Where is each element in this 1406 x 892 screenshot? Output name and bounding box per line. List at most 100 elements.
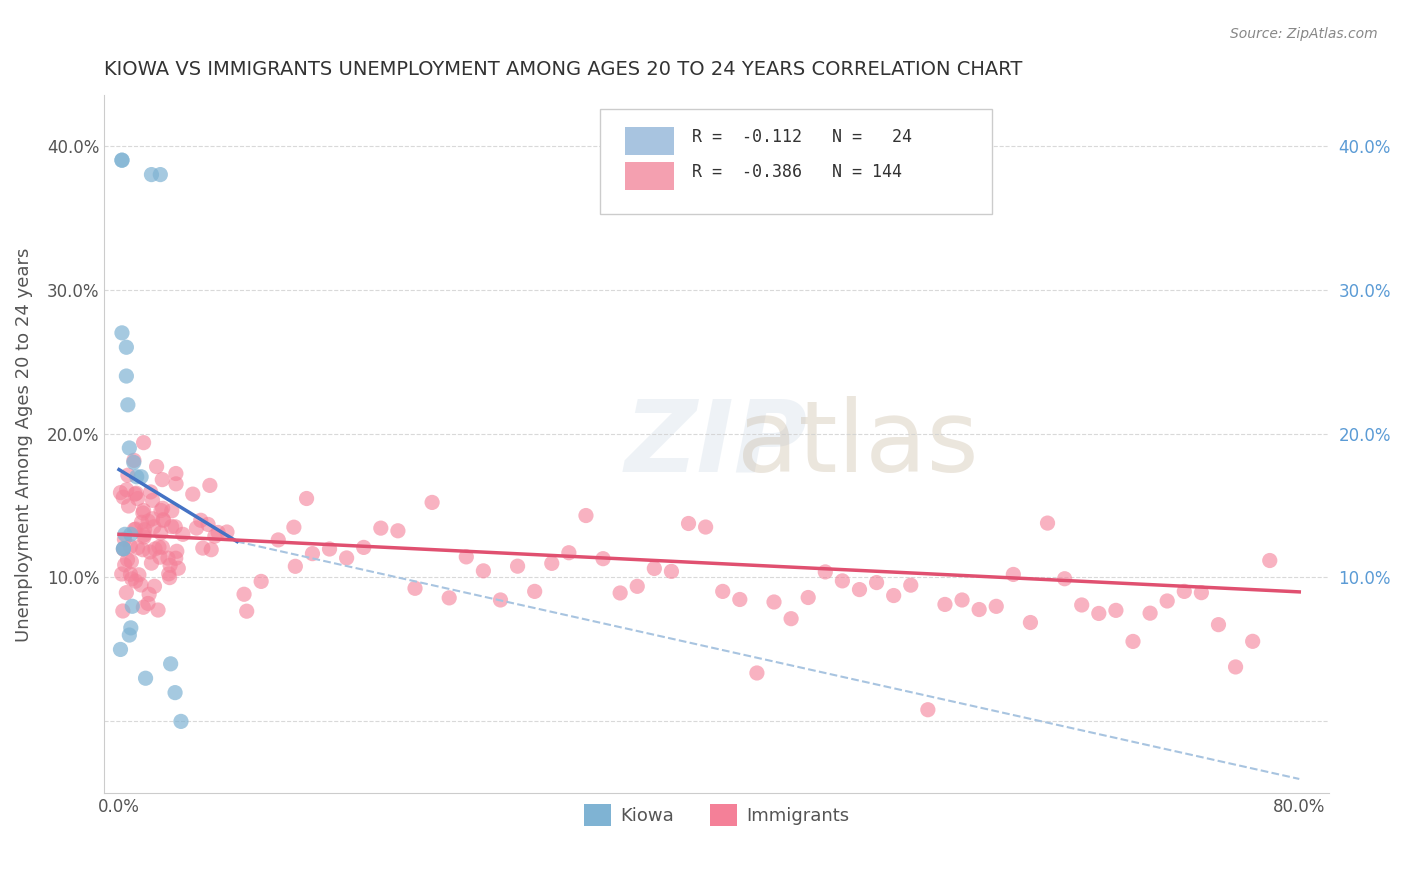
Immigrants [122,453,145,467]
Immigrants [145,459,167,474]
Immigrants [1156,594,1178,608]
Immigrants [156,551,179,566]
Immigrants [136,514,159,528]
Kiowa [110,642,132,657]
Immigrants [883,589,905,603]
Immigrants [139,545,162,559]
Immigrants [814,565,837,579]
Kiowa [114,527,136,541]
Immigrants [112,542,135,557]
Text: Source: ZipAtlas.com: Source: ZipAtlas.com [1230,27,1378,41]
Bar [624,127,673,154]
Immigrants [152,501,174,516]
Immigrants [160,519,183,533]
Immigrants [150,503,173,517]
FancyBboxPatch shape [600,110,993,214]
Immigrants [114,558,136,572]
Immigrants [152,512,174,526]
Immigrants [149,550,172,565]
Immigrants [283,520,305,534]
Kiowa [111,153,134,168]
Immigrants [387,524,409,538]
Immigrants [132,506,155,520]
Immigrants [117,499,139,513]
Immigrants [132,600,155,615]
Immigrants [215,524,238,539]
Immigrants [472,564,495,578]
Immigrants [115,585,138,599]
Immigrants [110,485,132,500]
Kiowa [115,340,138,354]
Immigrants [1036,516,1059,530]
Immigrants [157,566,180,581]
Immigrants [200,542,222,557]
Kiowa [122,455,145,469]
Immigrants [318,541,340,556]
Immigrants [506,559,529,574]
Kiowa [159,657,181,671]
Immigrants [934,598,956,612]
Immigrants [134,528,156,542]
Immigrants [142,493,165,508]
Immigrants [112,490,135,504]
Immigrants [121,572,143,586]
Kiowa [149,168,172,182]
Immigrants [420,495,443,509]
Immigrants [967,602,990,616]
Kiowa [111,326,134,340]
Text: ZIP: ZIP [626,396,808,493]
Immigrants [848,582,870,597]
Legend: Kiowa, Immigrants: Kiowa, Immigrants [576,797,856,833]
Kiowa [120,527,142,541]
Kiowa [118,628,141,642]
Immigrants [131,516,153,530]
Immigrants [1002,567,1025,582]
Immigrants [141,556,163,570]
Immigrants [797,591,820,605]
Immigrants [1139,606,1161,620]
Immigrants [190,513,212,527]
Immigrants [592,551,614,566]
Immigrants [166,544,188,558]
Immigrants [353,541,375,555]
Immigrants [150,473,173,487]
Immigrants [678,516,700,531]
Immigrants [336,551,359,566]
Immigrants [1189,585,1212,599]
Immigrants [172,527,194,541]
Immigrants [165,551,187,566]
Kiowa [121,599,143,614]
Kiowa [125,469,148,483]
Immigrants [1225,660,1247,674]
Immigrants [745,665,768,680]
Immigrants [489,593,512,607]
Immigrants [124,523,146,537]
Immigrants [127,491,149,506]
Immigrants [763,595,786,609]
Immigrants [165,467,187,481]
Immigrants [181,487,204,501]
Immigrants [456,549,478,564]
Immigrants [111,604,134,618]
Kiowa [141,168,163,182]
Immigrants [159,558,181,573]
Immigrants [404,582,426,596]
Kiowa [170,714,193,729]
Immigrants [165,476,187,491]
Immigrants [129,578,152,592]
Immigrants [132,435,155,450]
Immigrants [301,547,323,561]
Immigrants [146,603,169,617]
Immigrants [831,574,853,588]
Immigrants [1053,572,1076,586]
Immigrants [1105,603,1128,617]
Immigrants [125,486,148,500]
Immigrants [136,596,159,610]
Immigrants [142,512,165,526]
Immigrants [160,504,183,518]
Immigrants [120,540,142,554]
Kiowa [112,541,135,556]
Immigrants [143,541,166,556]
Kiowa [135,671,157,685]
Immigrants [132,542,155,557]
